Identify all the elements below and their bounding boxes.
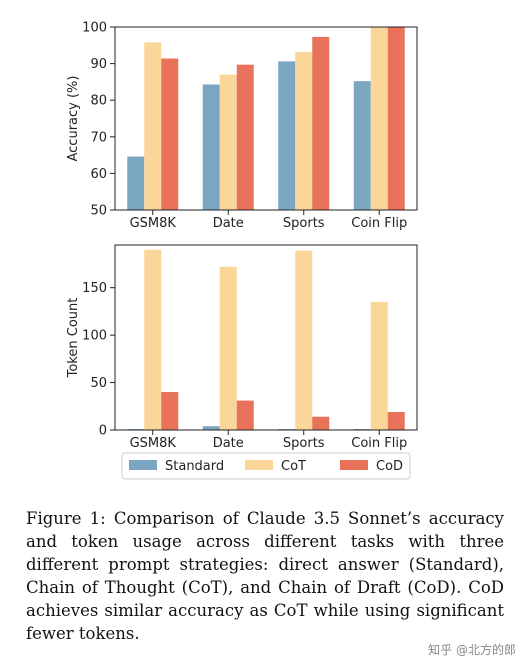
y-tick-label: 150	[82, 281, 107, 296]
x-tick-label: Coin Flip	[351, 216, 407, 231]
bar-cot-gsm8k	[144, 249, 162, 430]
bar-standard-date	[202, 426, 220, 430]
bar-standard-gsm8k	[127, 156, 145, 210]
accuracy-chart: 50 60 70 80 90 100 GSM8K Date Sports Coin Flip Acc…	[66, 21, 418, 231]
y-axis-label: Token Count	[66, 298, 81, 379]
y-tick-label: 50	[90, 376, 107, 391]
y-tick-label: 80	[90, 94, 107, 109]
x-tick-label: GSM8K	[130, 216, 177, 231]
x-tick-label: Date	[213, 436, 244, 451]
bar-cot-sports	[295, 250, 313, 430]
y-tick-label: 0	[99, 424, 107, 439]
token-count-chart: 0 50 100 150 GSM8K Date Sports Coin Flip Token C…	[66, 244, 418, 451]
x-tick-label: Sports	[283, 436, 325, 451]
bar-cod-date	[236, 400, 254, 430]
legend-label-standard: Standard	[165, 459, 224, 474]
bar-cod-sports	[312, 36, 330, 210]
y-tick-label: 60	[90, 167, 107, 182]
bar-standard-sports	[278, 61, 296, 211]
bar-cod-gsm8k	[161, 392, 179, 430]
bar-cod-coin-flip	[387, 411, 405, 430]
plot-frame	[114, 26, 418, 211]
y-tick-label: 90	[90, 57, 107, 72]
plot-frame	[114, 244, 418, 431]
x-tick-label: Date	[213, 216, 244, 231]
bar-cot-gsm8k	[144, 42, 162, 210]
bar-cod-sports	[312, 416, 330, 430]
y-tick-label: 100	[82, 21, 107, 36]
bar-standard-coin-flip	[353, 81, 371, 210]
y-tick-label: 100	[82, 329, 107, 344]
bar-cot-coin-flip	[370, 27, 388, 210]
bar-cod-gsm8k	[161, 58, 179, 211]
bar-cot-date	[219, 74, 237, 210]
legend-swatch-cod	[340, 460, 368, 470]
legend-label-cod: CoD	[376, 459, 403, 474]
bar-cot-date	[219, 266, 237, 430]
x-tick-label: Sports	[283, 216, 325, 231]
bar-cod-date	[236, 64, 254, 210]
y-tick-label: 50	[90, 204, 107, 219]
legend-swatch-cot	[245, 460, 273, 470]
y-axis-label: Accuracy (%)	[66, 76, 81, 162]
legend: Standard CoT CoD	[121, 452, 411, 480]
bar-cot-coin-flip	[370, 301, 388, 430]
figure-caption: Figure 1: Comparison of Claude 3.5 Sonne…	[26, 509, 504, 643]
legend-label-cot: CoT	[281, 459, 306, 474]
legend-swatch-standard	[129, 460, 157, 470]
watermark: 知乎 @北方的郎	[428, 643, 516, 657]
bar-cod-coin-flip	[387, 27, 405, 210]
bar-standard-date	[202, 84, 220, 210]
x-tick-label: Coin Flip	[351, 436, 407, 451]
bar-cot-sports	[295, 51, 313, 210]
figure: 50 60 70 80 90 100 GSM8K Date Sports Coin Flip Acc…	[66, 21, 418, 480]
x-tick-label: GSM8K	[130, 436, 177, 451]
y-tick-label: 70	[90, 130, 107, 145]
